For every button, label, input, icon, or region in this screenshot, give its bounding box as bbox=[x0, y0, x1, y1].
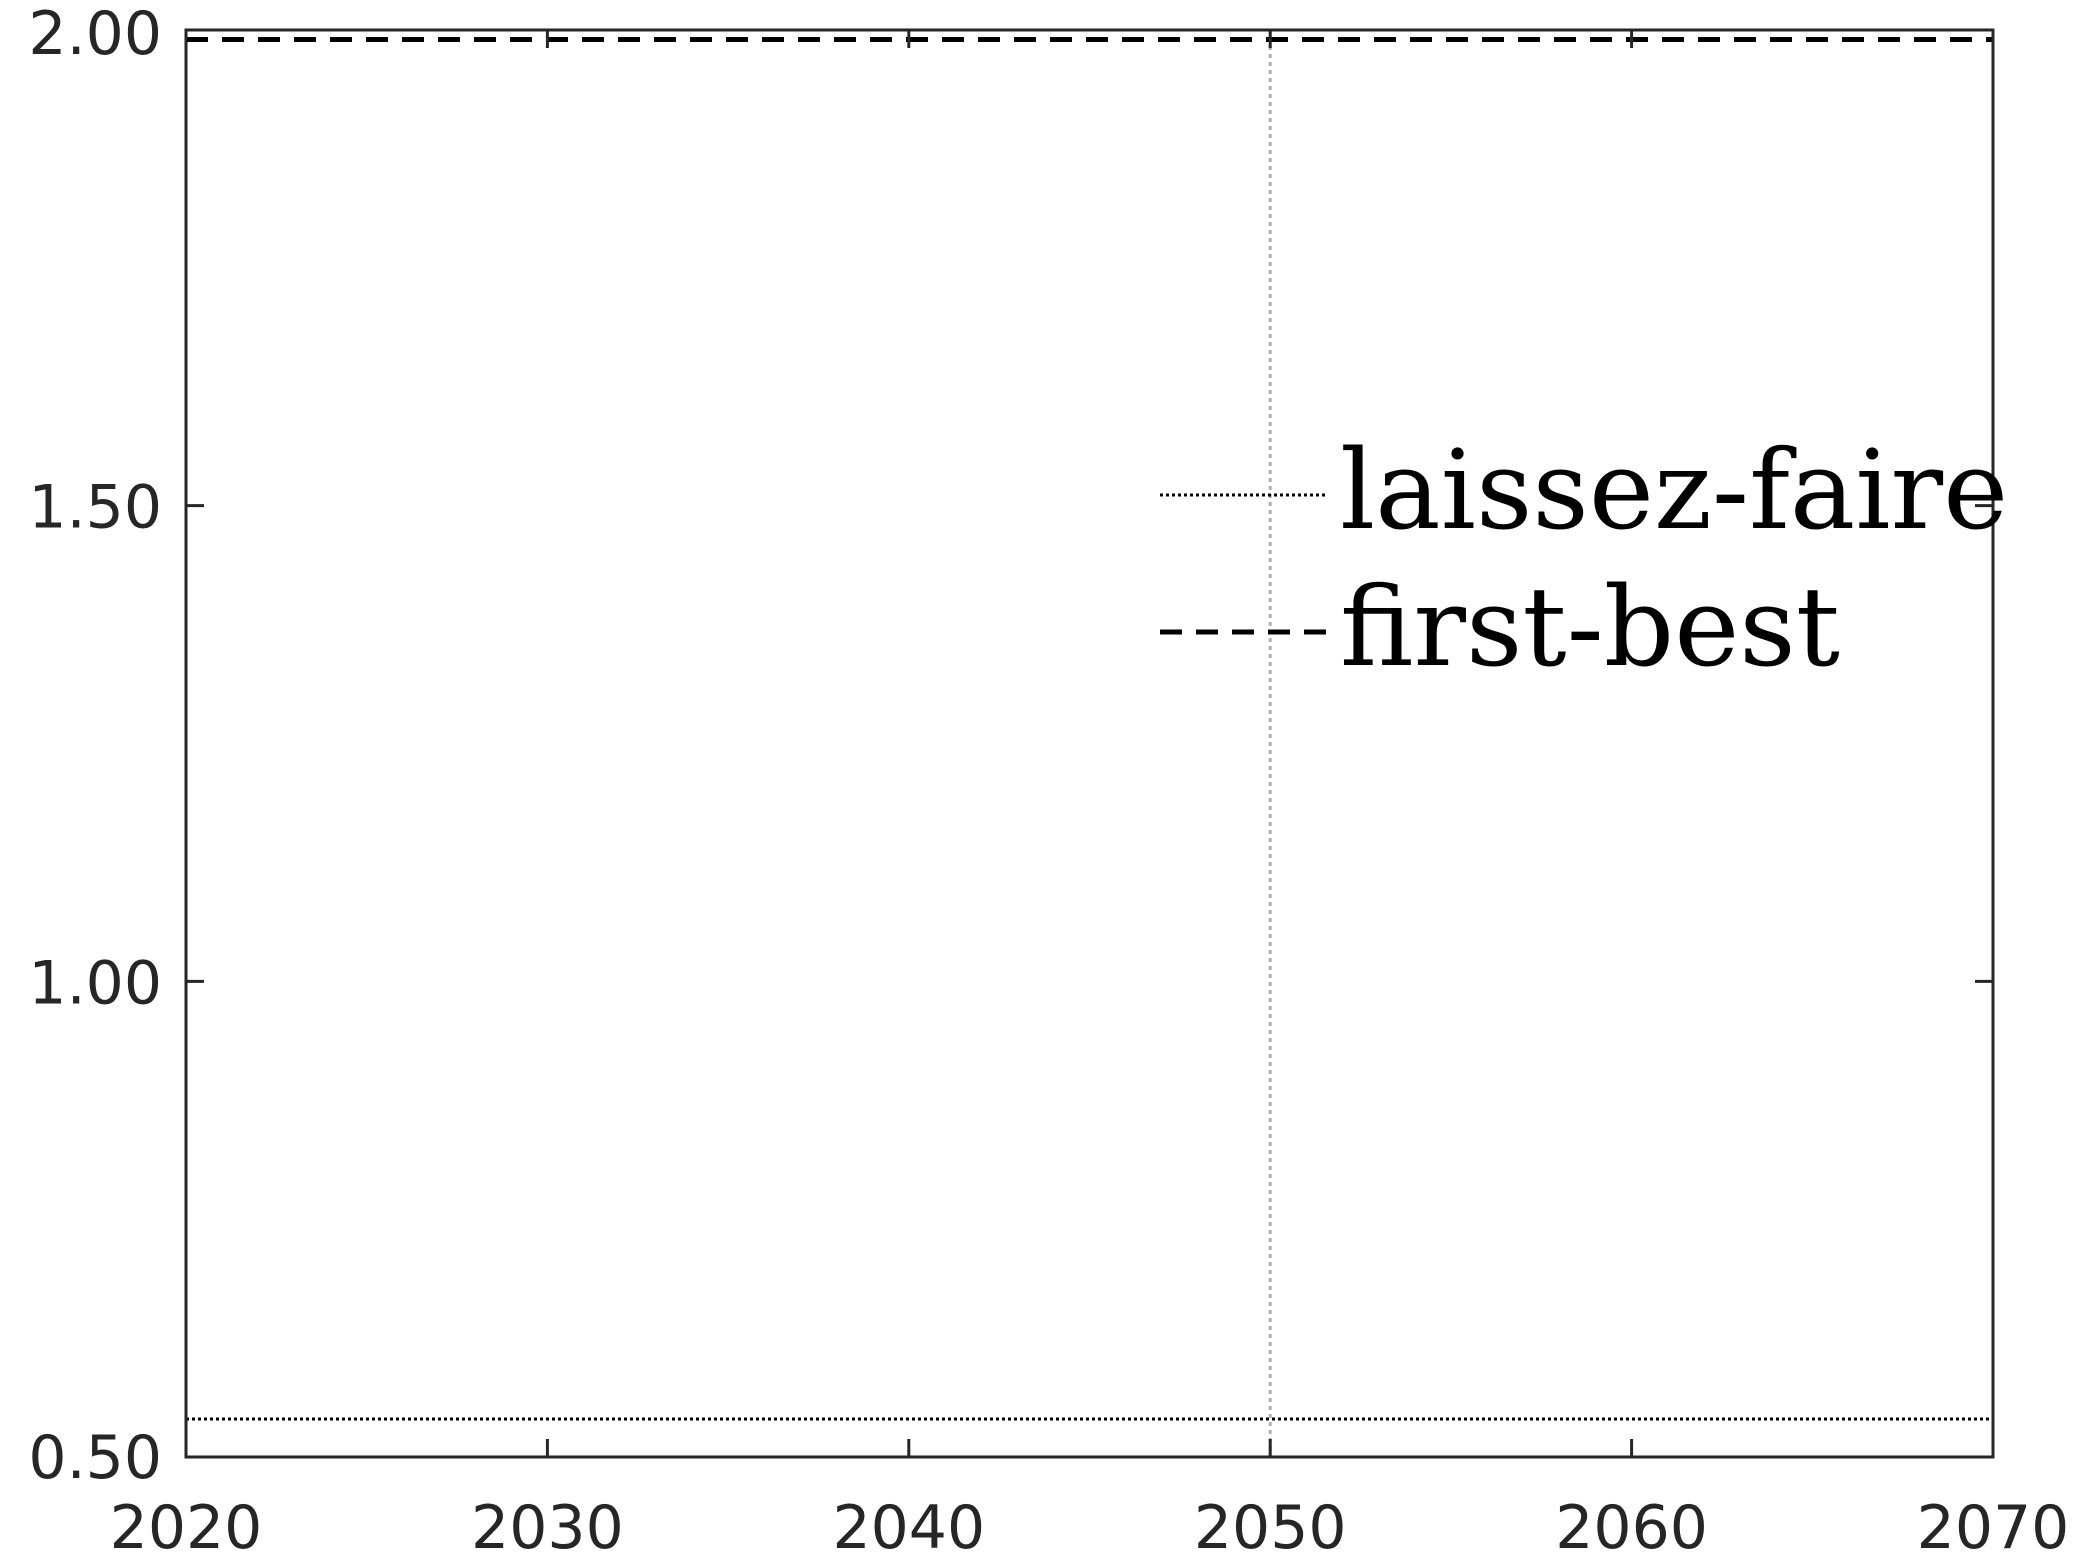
x-tick-label: 2030 bbox=[471, 1493, 624, 1554]
x-axis-tick-labels: 2020 2030 2040 2050 2060 2070 bbox=[110, 1493, 2070, 1554]
x-tick-label: 2070 bbox=[1917, 1493, 2070, 1554]
legend-label-laissez-faire: laissez-faire bbox=[1340, 426, 2008, 554]
y-tick-label: 1.50 bbox=[28, 473, 162, 543]
y-tick-label: 1.00 bbox=[28, 948, 162, 1018]
y-tick-label: 2.00 bbox=[28, 0, 162, 69]
x-tick-label: 2050 bbox=[1194, 1493, 1347, 1554]
tick-marks-layer bbox=[184, 28, 1995, 1459]
y-axis-tick-labels: 0.50 1.00 1.50 2.00 bbox=[28, 0, 162, 1493]
legend-label-first-best: first-best bbox=[1340, 563, 1840, 691]
x-tick-label: 2020 bbox=[110, 1493, 263, 1554]
x-tick-label: 2060 bbox=[1555, 1493, 1708, 1554]
x-tick-label: 2040 bbox=[832, 1493, 985, 1554]
y-tick-label: 0.50 bbox=[28, 1423, 162, 1493]
plot-area-frame bbox=[184, 28, 1995, 1459]
series-layer bbox=[186, 37, 1993, 1421]
